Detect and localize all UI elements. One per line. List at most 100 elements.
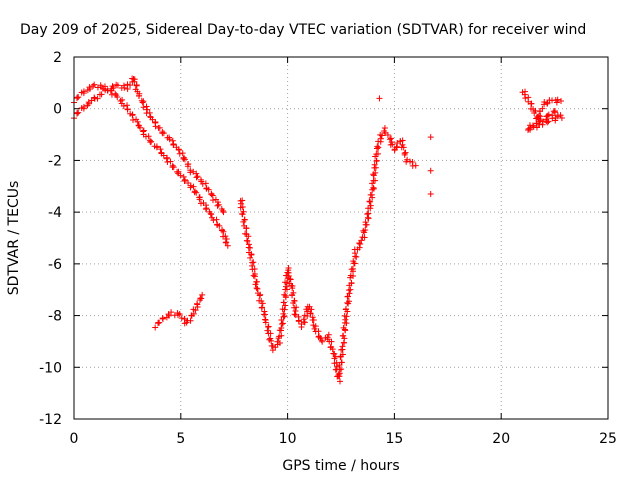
data-point	[131, 78, 138, 85]
data-point	[374, 143, 381, 150]
data-point	[129, 117, 136, 123]
data-point	[312, 323, 319, 330]
data-point	[371, 161, 378, 168]
data-point	[178, 315, 185, 322]
data-point	[309, 316, 316, 323]
data-point	[168, 309, 175, 316]
data-point	[130, 75, 137, 82]
data-point	[143, 103, 150, 110]
data-point	[295, 317, 302, 324]
data-point	[202, 206, 209, 213]
data-point	[412, 162, 419, 169]
data-point	[124, 81, 131, 88]
data-point	[549, 115, 556, 122]
data-point	[197, 295, 204, 302]
data-point	[167, 158, 174, 165]
data-point	[223, 239, 230, 246]
data-point	[180, 155, 187, 162]
data-point	[552, 114, 559, 121]
data-point	[243, 225, 250, 232]
data-point	[193, 174, 200, 181]
data-point	[362, 219, 369, 226]
data-point	[289, 292, 296, 299]
data-point	[530, 123, 537, 130]
data-point	[281, 291, 288, 298]
data-point	[160, 152, 167, 159]
data-point	[318, 337, 325, 344]
data-point	[557, 112, 564, 119]
data-point	[267, 330, 274, 337]
grid	[74, 57, 608, 419]
data-point	[342, 316, 349, 323]
data-point	[340, 324, 347, 331]
data-point	[215, 201, 222, 208]
data-point	[290, 300, 297, 307]
data-point	[187, 317, 194, 324]
data-point	[361, 234, 368, 241]
data-point	[282, 292, 289, 299]
data-point	[525, 127, 532, 134]
data-point	[184, 163, 191, 170]
data-point	[210, 197, 217, 204]
data-point	[526, 122, 533, 129]
data-point	[344, 293, 351, 300]
data-point	[160, 130, 167, 137]
data-point	[166, 136, 173, 143]
data-point	[239, 211, 246, 218]
data-point	[372, 177, 379, 184]
data-point	[365, 210, 372, 217]
data-point	[134, 118, 141, 125]
data-point	[188, 312, 195, 319]
data-point	[136, 92, 143, 99]
data-point	[153, 144, 160, 151]
data-point	[207, 210, 214, 217]
data-point	[251, 273, 258, 280]
data-point	[378, 135, 385, 142]
data-point	[224, 242, 231, 249]
data-point	[353, 253, 360, 260]
data-point	[203, 205, 210, 212]
data-point	[239, 204, 246, 211]
y-tick-label: -6	[48, 257, 62, 273]
data-point	[278, 320, 285, 327]
data-point	[278, 325, 285, 332]
y-tick-label: 2	[53, 50, 62, 66]
data-point	[240, 218, 247, 225]
data-point	[265, 323, 272, 330]
data-point	[280, 299, 287, 306]
data-point	[129, 112, 136, 119]
data-point	[282, 302, 289, 309]
data-point	[539, 105, 546, 112]
data-point	[179, 150, 186, 157]
data-point	[291, 311, 298, 318]
x-tick-label: 0	[70, 431, 79, 447]
data-point	[124, 106, 131, 113]
data-point	[145, 133, 152, 140]
x-axis-label: GPS time / hours	[282, 458, 399, 474]
x-tick-label: 20	[492, 431, 510, 447]
data-point	[181, 156, 188, 163]
data-point	[86, 85, 93, 92]
data-point	[104, 87, 111, 94]
data-point	[345, 298, 352, 305]
data-point	[187, 169, 194, 176]
data-point	[222, 233, 229, 240]
data-point	[401, 151, 408, 158]
y-tick-label: -12	[39, 412, 62, 428]
data-point	[137, 124, 144, 131]
data-point	[367, 205, 374, 212]
data-point	[213, 216, 220, 223]
data-point	[120, 102, 127, 109]
data-point	[525, 125, 532, 132]
data-point	[91, 94, 98, 101]
data-point	[159, 315, 166, 322]
data-point	[176, 150, 183, 157]
data-point	[133, 82, 140, 89]
data-point	[340, 339, 347, 346]
data-point	[367, 202, 374, 209]
data-point	[339, 343, 346, 350]
data-point	[219, 207, 226, 214]
data-point	[98, 91, 105, 98]
x-tick-label: 5	[176, 431, 185, 447]
data-point	[319, 338, 326, 345]
